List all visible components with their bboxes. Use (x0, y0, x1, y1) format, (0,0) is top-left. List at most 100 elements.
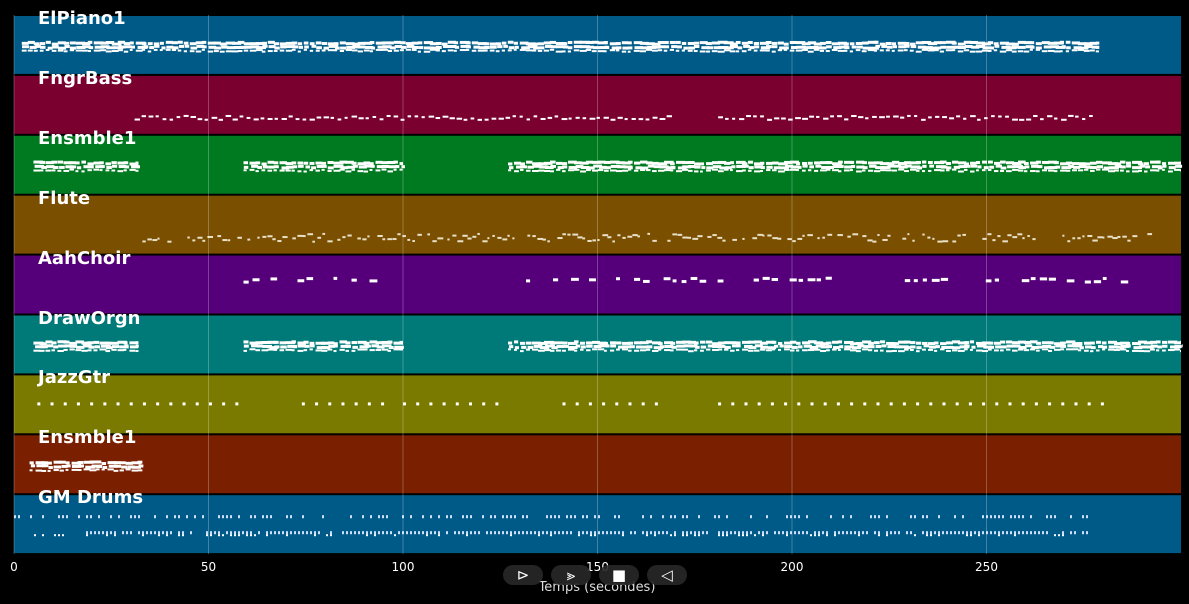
note (352, 345, 358, 349)
note (994, 531, 996, 535)
note (580, 161, 589, 165)
note (1150, 160, 1160, 164)
note (166, 45, 174, 49)
note (628, 402, 632, 406)
note (502, 515, 504, 519)
note (922, 164, 927, 168)
note (672, 233, 678, 236)
note (870, 515, 872, 519)
note (707, 235, 712, 238)
note (378, 515, 380, 519)
note (830, 515, 832, 519)
note (22, 45, 29, 49)
note (1018, 531, 1020, 535)
note (278, 531, 280, 535)
play-button[interactable]: ⊳ (503, 565, 543, 585)
note (214, 46, 222, 50)
back-button[interactable]: ◁ (647, 565, 687, 585)
note (818, 531, 820, 535)
note (1138, 340, 1147, 344)
note (574, 168, 580, 171)
note (102, 531, 104, 535)
track-4-notes-0 (243, 276, 378, 284)
note (287, 344, 297, 348)
note (1043, 45, 1052, 49)
note (922, 515, 924, 519)
note (1108, 340, 1117, 344)
note (477, 232, 480, 235)
note (635, 166, 642, 170)
note (417, 50, 421, 53)
note (903, 49, 908, 52)
note (123, 50, 129, 53)
note (585, 40, 594, 44)
note (1126, 344, 1131, 348)
note (1085, 165, 1092, 169)
note (218, 531, 220, 535)
note (742, 534, 744, 537)
note (582, 515, 584, 519)
note (832, 162, 842, 166)
note (670, 515, 672, 519)
note (988, 341, 994, 345)
next-button[interactable]: ⪢ (551, 565, 591, 585)
note (1102, 345, 1108, 349)
note (58, 534, 60, 537)
note (747, 48, 752, 51)
note (351, 115, 358, 118)
note (1048, 349, 1053, 352)
note (1062, 531, 1064, 535)
note (76, 402, 80, 406)
stop-button[interactable]: ■ (599, 565, 639, 585)
note (826, 341, 832, 345)
note (1077, 42, 1087, 46)
note (868, 161, 876, 165)
note (282, 236, 288, 239)
note (1054, 170, 1058, 173)
note (892, 45, 898, 49)
note (261, 162, 267, 166)
note (942, 116, 948, 119)
note (821, 165, 831, 169)
note (682, 165, 691, 169)
note (448, 44, 457, 48)
track-2-notes-1 (243, 160, 405, 173)
note (934, 349, 938, 352)
note (274, 46, 280, 50)
note (1029, 41, 1035, 45)
note (233, 46, 244, 50)
note (291, 161, 297, 165)
note (760, 169, 764, 172)
note (718, 160, 727, 164)
note (526, 341, 532, 345)
note (1114, 169, 1119, 172)
note (957, 234, 961, 237)
note (562, 233, 566, 236)
note (634, 531, 636, 535)
note (1048, 166, 1058, 170)
note (700, 170, 703, 173)
note (628, 168, 632, 171)
note (327, 341, 335, 345)
note (567, 41, 573, 45)
note (267, 40, 275, 44)
note (666, 531, 668, 535)
note (790, 168, 797, 171)
note (568, 341, 578, 345)
note (934, 161, 944, 165)
note (657, 49, 663, 52)
note (143, 45, 149, 49)
note (976, 344, 987, 348)
note (594, 515, 596, 519)
note (333, 49, 338, 52)
note (1084, 162, 1091, 166)
note (822, 531, 824, 535)
note (891, 42, 897, 46)
note (297, 279, 305, 283)
note (250, 534, 252, 537)
note (1070, 515, 1072, 519)
note (995, 164, 1002, 168)
note (861, 41, 869, 45)
note (45, 349, 51, 352)
note (758, 531, 760, 535)
